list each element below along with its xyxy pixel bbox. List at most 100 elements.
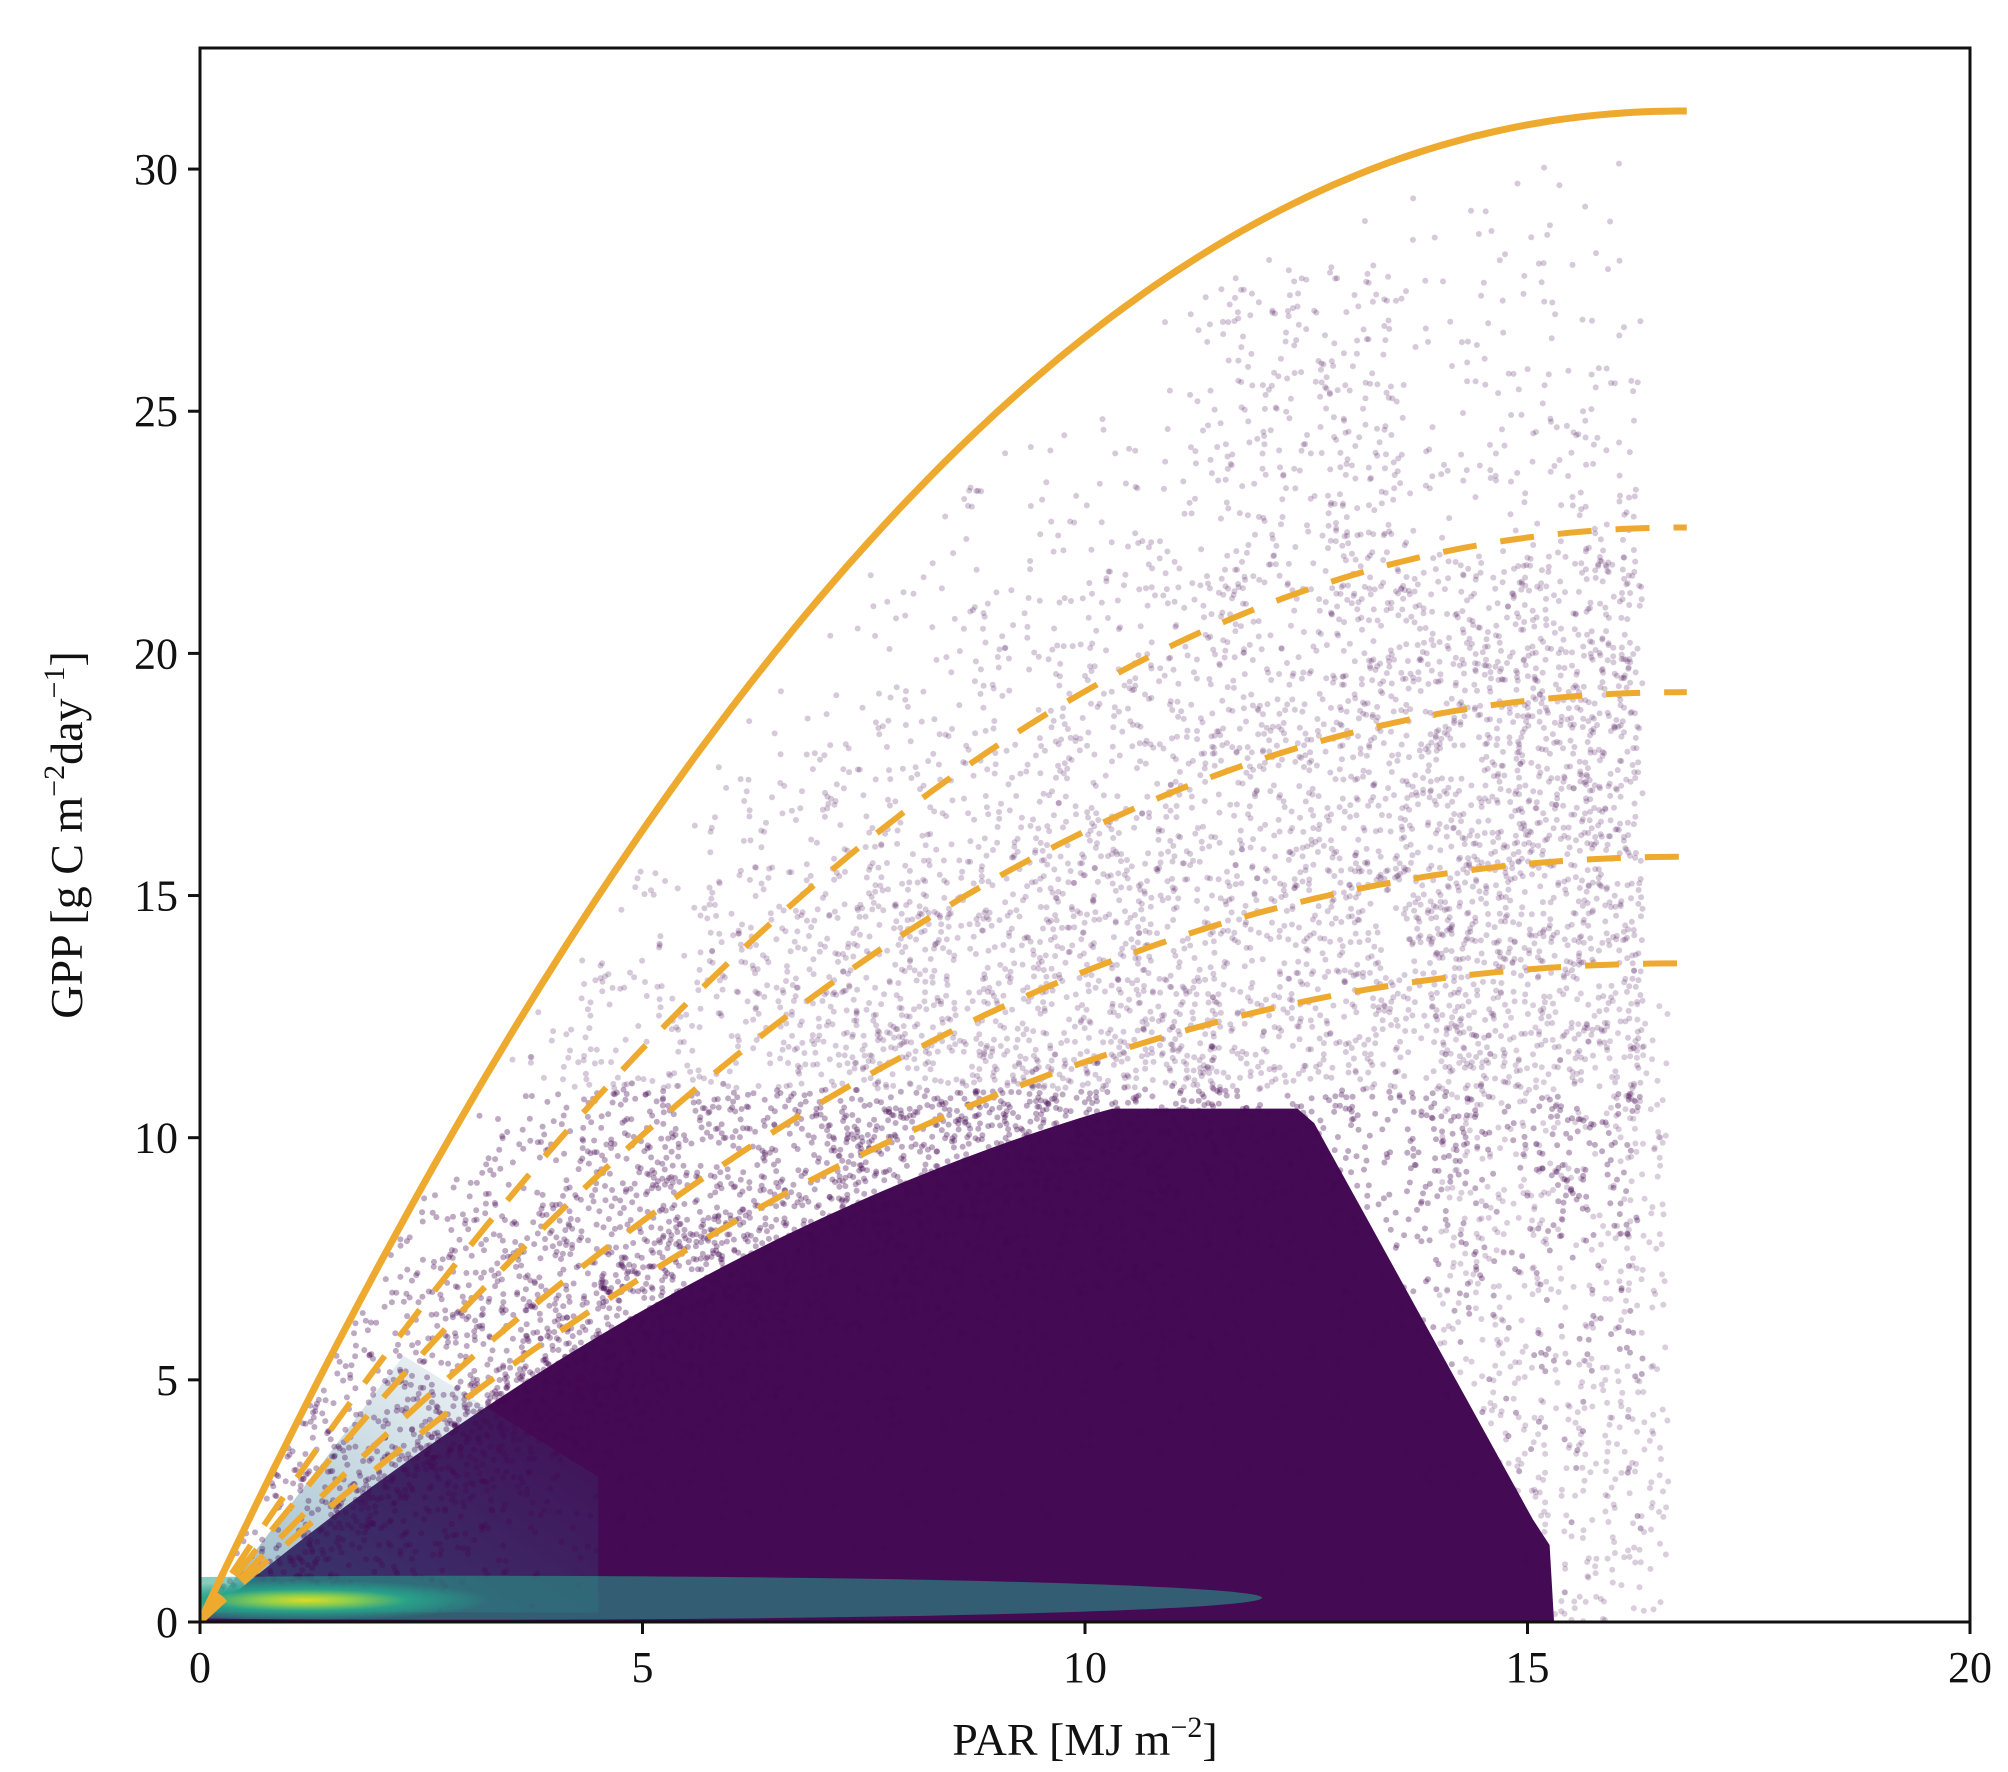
scatter-point: [614, 1416, 621, 1423]
scatter-point: [984, 1000, 991, 1007]
scatter-point: [510, 1474, 517, 1481]
scatter-point: [1304, 522, 1310, 529]
scatter-point: [591, 1394, 598, 1401]
scatter-point: [994, 1149, 1001, 1156]
scatter-point: [615, 1261, 622, 1268]
scatter-point: [431, 1460, 438, 1467]
scatter-point: [414, 1438, 421, 1445]
scatter-point: [950, 1163, 957, 1170]
scatter-point: [1573, 1465, 1580, 1471]
scatter-point: [365, 1505, 371, 1512]
scatter-point: [542, 1352, 549, 1359]
scatter-point: [1129, 1161, 1136, 1168]
scatter-point: [1639, 790, 1646, 797]
scatter-point: [1208, 733, 1215, 740]
scatter-point: [568, 1381, 575, 1388]
scatter-point: [975, 487, 981, 494]
scatter-point: [482, 1200, 489, 1207]
scatter-point: [1085, 981, 1092, 988]
scatter-point: [598, 1124, 605, 1131]
scatter-point: [1286, 415, 1293, 422]
scatter-point: [1629, 762, 1636, 768]
scatter-point: [1260, 1281, 1267, 1288]
scatter-point: [869, 1202, 876, 1209]
scatter-point: [671, 1070, 678, 1077]
scatter-point: [1510, 851, 1517, 858]
scatter-point: [1204, 338, 1211, 345]
scatter-point: [457, 1513, 464, 1520]
scatter-point: [1340, 415, 1347, 422]
scatter-point: [788, 1008, 795, 1015]
scatter-point: [1499, 676, 1506, 683]
scatter-point: [1262, 471, 1269, 478]
scatter-point: [1160, 1344, 1167, 1350]
scatter-point: [1427, 898, 1434, 905]
scatter-point: [809, 1032, 816, 1039]
scatter-point: [1572, 1055, 1579, 1062]
scatter-point: [1438, 950, 1445, 957]
scatter-point: [1332, 1093, 1339, 1100]
scatter-point: [1181, 510, 1188, 517]
scatter-point: [745, 776, 752, 783]
scatter-point: [1305, 881, 1312, 887]
scatter-point: [713, 1247, 720, 1254]
scatter-point: [476, 1409, 483, 1415]
scatter-point: [1414, 1233, 1421, 1240]
scatter-point: [1384, 867, 1391, 874]
scatter-point: [605, 971, 612, 978]
scatter-point: [1056, 1300, 1063, 1307]
scatter-point: [1309, 791, 1316, 798]
scatter-point: [958, 1113, 965, 1120]
scatter-point: [1072, 803, 1079, 810]
scatter-point: [1211, 1214, 1218, 1221]
scatter-point: [1392, 1068, 1399, 1075]
scatter-point: [830, 991, 836, 998]
scatter-point: [1426, 933, 1433, 940]
scatter-point: [1316, 919, 1322, 926]
scatter-point: [659, 1160, 666, 1167]
scatter-point: [1048, 724, 1055, 731]
scatter-point: [1081, 1025, 1088, 1032]
scatter-point: [1291, 884, 1298, 891]
scatter-point: [1118, 1215, 1124, 1222]
scatter-point: [1630, 513, 1637, 520]
scatter-point: [1565, 473, 1572, 479]
scatter-point: [1024, 1233, 1031, 1240]
scatter-point: [1620, 1169, 1627, 1176]
scatter-point: [858, 1231, 864, 1238]
scatter-point: [462, 1411, 469, 1418]
scatter-point: [648, 1284, 655, 1291]
scatter-point: [522, 1274, 529, 1281]
scatter-point: [708, 1078, 714, 1085]
scatter-point: [322, 1499, 329, 1506]
scatter-point: [979, 1182, 986, 1188]
scatter-point: [744, 1125, 751, 1132]
scatter-point: [671, 1332, 678, 1339]
scatter-point: [1579, 818, 1585, 825]
scatter-point: [1043, 916, 1050, 923]
scatter-point: [691, 1467, 698, 1474]
scatter-point: [950, 1265, 957, 1272]
scatter-point: [668, 1026, 675, 1033]
scatter-point: [1005, 781, 1012, 788]
scatter-point: [1201, 765, 1208, 772]
scatter-point: [1111, 713, 1118, 719]
scatter-point: [719, 1336, 726, 1343]
scatter-point: [1365, 930, 1372, 936]
scatter-point: [1400, 595, 1407, 602]
scatter-point: [1115, 976, 1122, 983]
scatter-point: [1191, 1054, 1198, 1061]
scatter-point: [989, 1045, 996, 1052]
scatter-point: [779, 1317, 785, 1324]
scatter-point: [455, 1416, 462, 1423]
scatter-point: [1420, 786, 1427, 793]
scatter-point: [1273, 405, 1280, 412]
scatter-point: [1631, 568, 1638, 575]
scatter-point: [798, 1125, 805, 1132]
scatter-point: [731, 1247, 738, 1254]
scatter-point: [1199, 719, 1206, 726]
scatter-point: [925, 910, 932, 916]
scatter-point: [825, 1296, 832, 1303]
scatter-point: [1036, 1103, 1043, 1110]
scatter-point: [1051, 866, 1058, 873]
